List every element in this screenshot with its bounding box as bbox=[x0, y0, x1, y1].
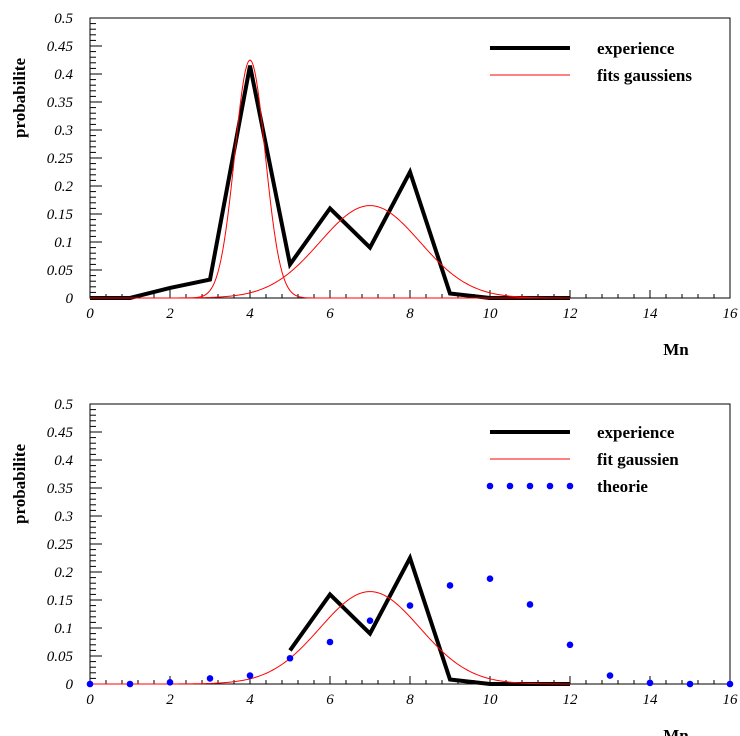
legend-label: fit gaussien bbox=[597, 450, 679, 469]
theory-point bbox=[406, 602, 414, 609]
theory-point bbox=[286, 654, 294, 662]
legend-entry: fits gaussiens bbox=[490, 66, 692, 85]
experience-line bbox=[90, 65, 570, 300]
x-tick-label: 0 bbox=[86, 306, 94, 322]
y-axis-title: probabilite bbox=[10, 444, 29, 524]
legend-marker bbox=[526, 482, 534, 490]
legend-entry: experience bbox=[490, 423, 675, 442]
legend-label: fits gaussiens bbox=[597, 66, 692, 85]
theory-point bbox=[526, 601, 534, 608]
chart-bottom: 0 2 4 6 8 10 12 14 16 0 0.05 0.1 0.15 0.2 0.25 0.3 0.35 0… bbox=[10, 397, 738, 736]
x-tick-label: 10 bbox=[483, 306, 499, 322]
legend-marker bbox=[546, 482, 554, 490]
y-tick-label: 0.5 bbox=[54, 11, 73, 27]
legend-marker bbox=[486, 482, 494, 490]
theory-point bbox=[206, 675, 214, 682]
plot-frame bbox=[89, 17, 731, 299]
theory-point bbox=[326, 638, 334, 646]
x-tick-label: 4 bbox=[246, 306, 254, 322]
x-tick-label: 8 bbox=[406, 306, 414, 322]
legend-entry: fit gaussien bbox=[490, 450, 679, 469]
y-tick-label: 0 bbox=[66, 291, 74, 307]
y-tick-label: 0.25 bbox=[47, 537, 74, 553]
legend-entry: theorie bbox=[486, 477, 648, 496]
x-axis-title: Mn bbox=[663, 726, 689, 736]
gaussian-fit-curve-2 bbox=[90, 205, 571, 299]
x-tick-label: 14 bbox=[643, 692, 659, 708]
x-tick-label: 0 bbox=[86, 692, 94, 708]
gaussian-fit-curve-1 bbox=[90, 59, 570, 299]
y-tick-label: 0.3 bbox=[54, 509, 73, 525]
theory-point bbox=[126, 680, 134, 688]
x-tick-label: 16 bbox=[723, 692, 739, 708]
y-tick-label: 0.15 bbox=[47, 207, 74, 223]
y-tick-label: 0.3 bbox=[54, 123, 73, 139]
y-tick-label: 0.2 bbox=[54, 179, 73, 195]
y-tick-label: 0.1 bbox=[54, 235, 73, 251]
plot-frame bbox=[89, 403, 731, 685]
y-tick-label: 0.4 bbox=[54, 453, 73, 469]
theory-point bbox=[606, 672, 614, 679]
y-tick-label: 0.35 bbox=[47, 481, 74, 497]
chart-top: 0 2 4 6 8 10 12 14 16 0 0.05 0.1 0.15 0.2 0.25 0.3 0.35 0… bbox=[10, 11, 738, 359]
x-axis-title: Mn bbox=[663, 340, 689, 359]
legend-marker bbox=[566, 482, 574, 490]
x-tick-label: 6 bbox=[326, 692, 334, 708]
theory-point bbox=[726, 680, 734, 688]
x-tick-label: 14 bbox=[643, 306, 659, 322]
x-tick-label: 2 bbox=[166, 692, 174, 708]
theory-point bbox=[686, 680, 694, 688]
legend-entry: experience bbox=[490, 39, 675, 58]
x-tick-label: 6 bbox=[326, 306, 334, 322]
legend-label: theorie bbox=[597, 477, 648, 496]
y-tick-label: 0.5 bbox=[54, 397, 73, 413]
x-tick-label: 12 bbox=[563, 692, 579, 708]
y-axis-title: probabilite bbox=[10, 58, 29, 138]
legend-label: experience bbox=[597, 423, 675, 442]
y-tick-label: 0.2 bbox=[54, 565, 73, 581]
theory-point bbox=[366, 617, 374, 625]
y-tick-label: 0.15 bbox=[47, 593, 74, 609]
x-tick-label: 10 bbox=[483, 692, 499, 708]
theory-point bbox=[646, 679, 654, 687]
theory-point bbox=[86, 680, 94, 688]
theory-point bbox=[566, 641, 574, 649]
y-tick-label: 0.05 bbox=[47, 263, 74, 279]
y-tick-label: 0.35 bbox=[47, 95, 74, 111]
y-tick-label: 0.05 bbox=[47, 649, 74, 665]
theory-point bbox=[446, 582, 454, 589]
x-tick-label: 4 bbox=[246, 692, 254, 708]
gaussian-fit-curve-1 bbox=[90, 591, 571, 685]
experience-line bbox=[288, 552, 570, 686]
y-tick-label: 0.45 bbox=[47, 39, 74, 55]
theory-point bbox=[246, 672, 254, 679]
theory-point bbox=[486, 575, 494, 583]
y-tick-label: 0.1 bbox=[54, 621, 73, 637]
x-tick-label: 12 bbox=[563, 306, 579, 322]
y-tick-label: 0.45 bbox=[47, 425, 74, 441]
legend-label: experience bbox=[597, 39, 675, 58]
x-tick-label: 16 bbox=[723, 306, 739, 322]
theory-point bbox=[166, 679, 174, 686]
y-tick-label: 0.25 bbox=[47, 151, 74, 167]
legend-marker bbox=[506, 482, 514, 490]
y-tick-label: 0.4 bbox=[54, 67, 73, 83]
y-tick-label: 0 bbox=[66, 677, 74, 693]
x-tick-label: 2 bbox=[166, 306, 174, 322]
x-tick-label: 8 bbox=[406, 692, 414, 708]
